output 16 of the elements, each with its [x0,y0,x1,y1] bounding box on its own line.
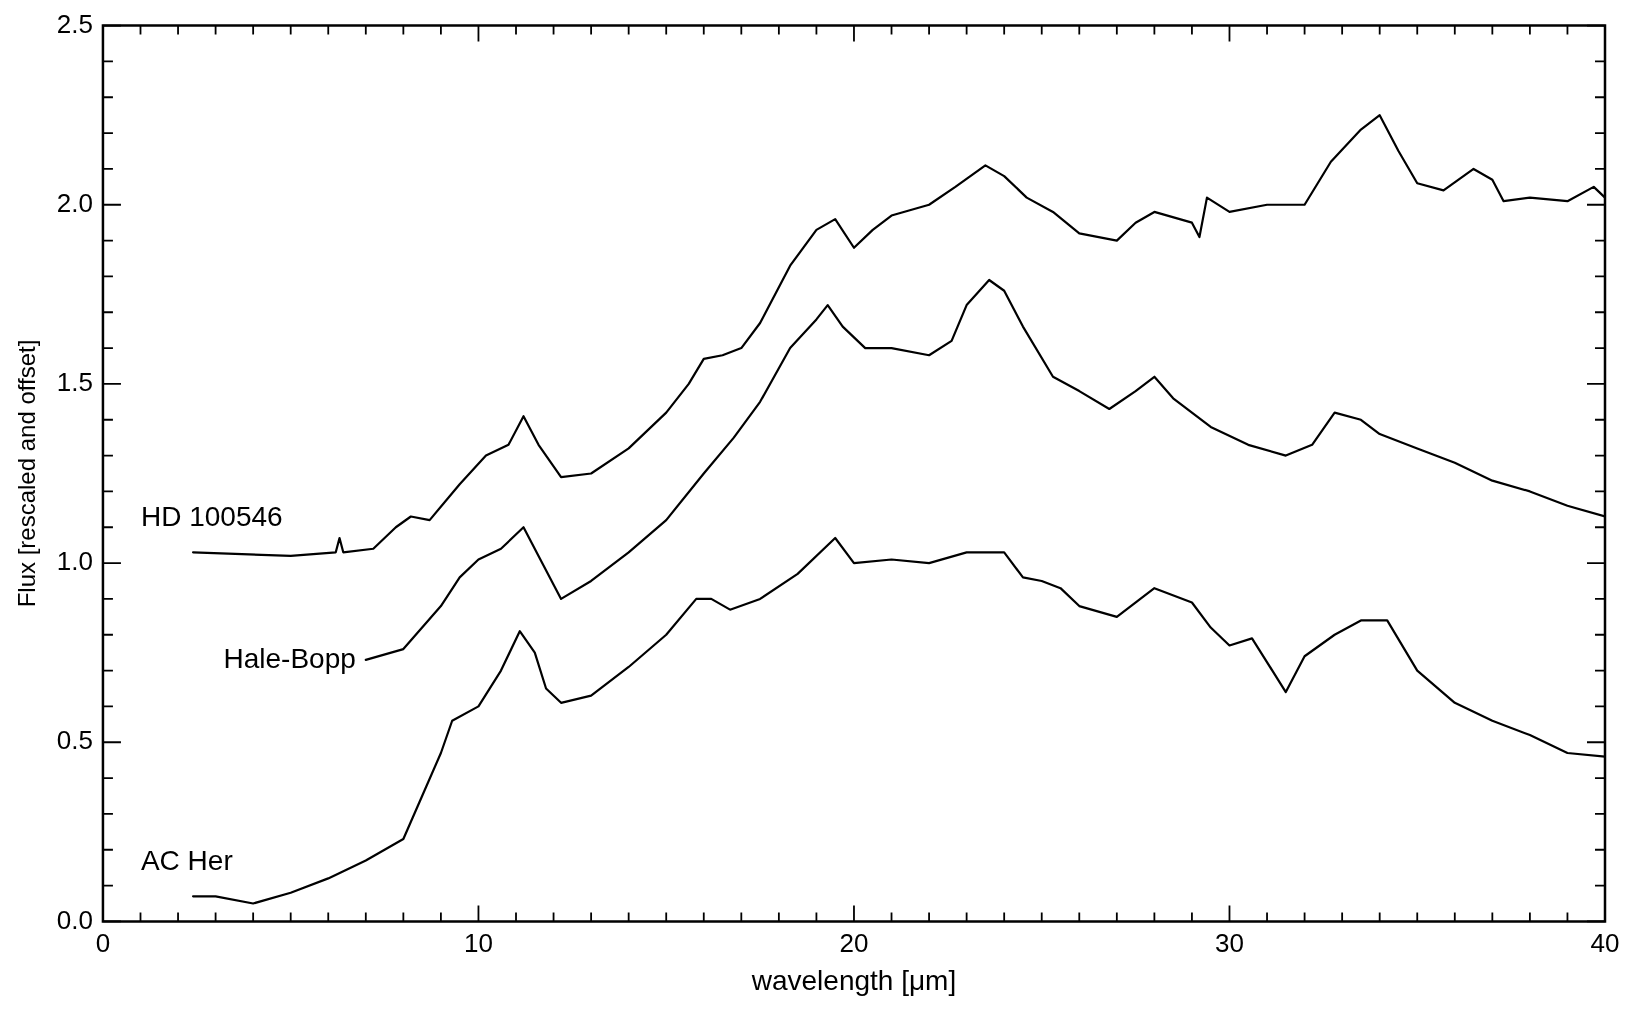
y-tick-label: 2.0 [56,187,93,218]
x-axis-title: wavelength [μm] [750,964,957,996]
x-tick-label: 30 [1215,927,1244,958]
x-tick-label: 20 [839,927,869,958]
x-tick-label: 10 [464,927,493,958]
series-label: Hale-Bopp [223,642,356,674]
x-tick-label: 0 [95,927,111,958]
y-axis-title: Flux [rescaled and offset] [13,339,41,608]
y-tick-label: 0.5 [56,725,93,756]
y-tick-label: 0.0 [56,904,93,935]
series-label: HD 100546 [140,501,283,533]
x-tick-label: 40 [1590,927,1620,958]
y-tick-label: 1.5 [56,367,93,398]
series-label: AC Her [140,845,233,877]
y-tick-label: 1.0 [56,546,93,577]
y-tick-label: 2.5 [56,8,93,39]
